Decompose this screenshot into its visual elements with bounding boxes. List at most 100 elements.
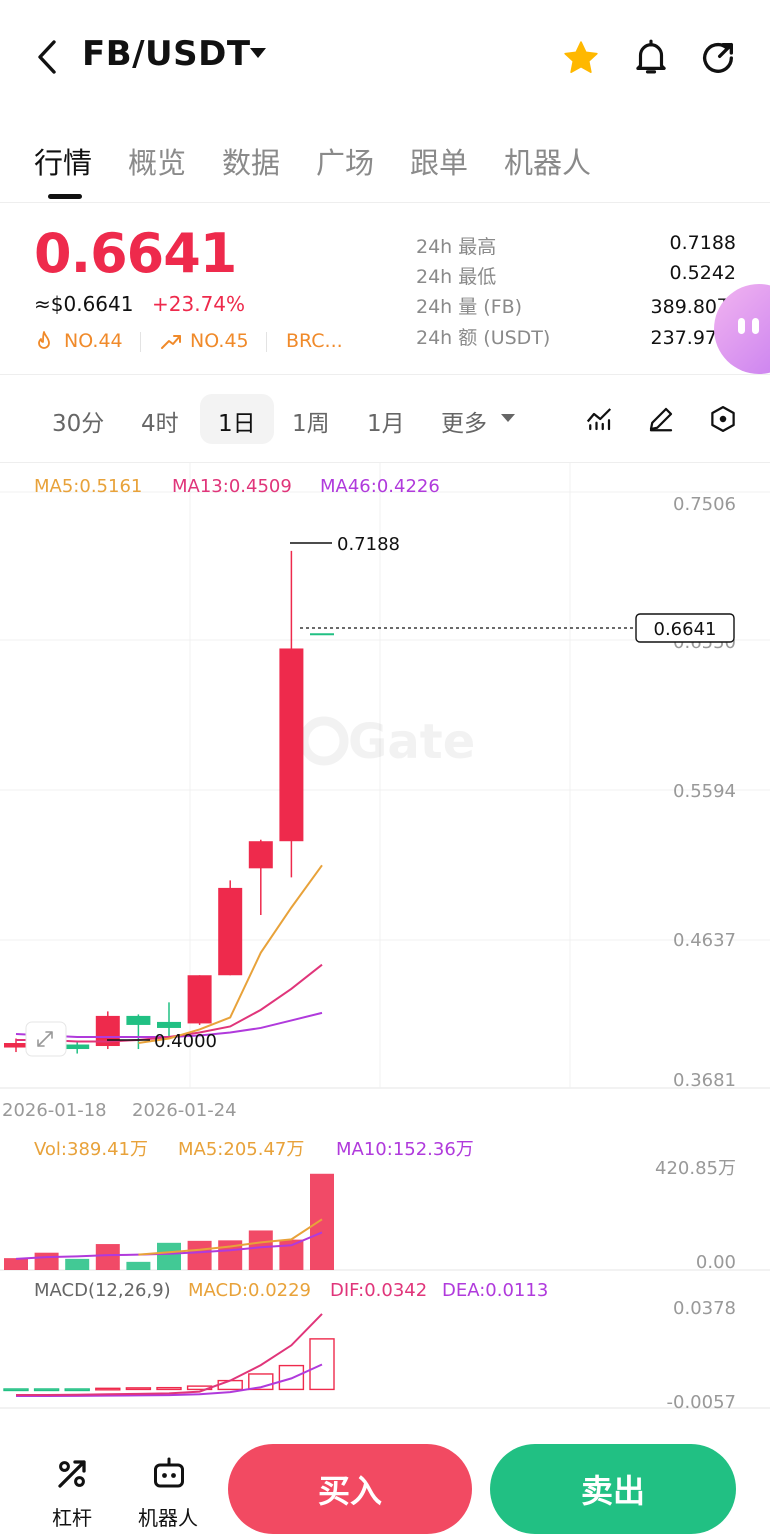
ma13-legend: MA13:0.4509 <box>172 476 292 497</box>
leverage-icon[interactable] <box>54 1456 90 1492</box>
interval-4h[interactable]: 4时 <box>141 411 179 437</box>
macd-title: MACD(12,26,9) <box>34 1280 171 1301</box>
star-favorite-icon[interactable] <box>560 38 602 78</box>
stat-high-label: 24h 最高 <box>416 236 497 258</box>
macd-value: MACD:0.0229 <box>188 1280 311 1301</box>
macd-bar <box>64 1388 90 1392</box>
rank-gainer[interactable]: NO.45 <box>190 330 249 352</box>
date-label: 2026-01-18 <box>2 1100 107 1121</box>
ma5-line <box>138 864 323 1044</box>
interval-1w[interactable]: 1周 <box>292 411 330 437</box>
svg-text:Gate: Gate <box>348 714 475 770</box>
low-marker: 0.4000 <box>107 1031 217 1052</box>
leverage-label[interactable]: 杠杆 <box>52 1506 92 1530</box>
rank-tag[interactable]: BRC... <box>286 330 343 352</box>
candle-body <box>187 975 212 1024</box>
volume-axis-label: 420.85万 <box>655 1158 736 1179</box>
tab-copy-trading[interactable]: 跟单 <box>410 146 469 180</box>
tab-data[interactable]: 数据 <box>222 146 281 180</box>
candle-body <box>4 1043 28 1048</box>
macd-bar <box>309 1338 335 1391</box>
bot-label[interactable]: 机器人 <box>138 1506 198 1530</box>
flame-icon <box>38 331 50 349</box>
dea-line <box>16 1363 323 1398</box>
macd-bar <box>3 1388 29 1392</box>
candlestick-chart[interactable]: Gate MA5:0.5161 MA13:0.4509 MA46:0.4226 … <box>0 463 770 1420</box>
tab-square[interactable]: 广场 <box>316 146 375 180</box>
price-axis-label: 0.7506 <box>673 494 736 515</box>
usd-price: ≈$0.6641 <box>34 292 134 316</box>
candle-body <box>310 633 334 636</box>
candle-body <box>218 887 243 976</box>
active-tab-indicator <box>48 194 82 199</box>
high-label: 0.7188 <box>337 534 400 555</box>
bubble-eye <box>752 318 759 334</box>
bell-icon[interactable] <box>630 36 672 78</box>
refresh-share-icon[interactable] <box>698 38 738 78</box>
tab-market[interactable]: 行情 <box>34 146 93 180</box>
macd-bars-group <box>3 1338 335 1392</box>
dif-line <box>16 1313 323 1396</box>
candle-body <box>157 1021 181 1028</box>
volume-axis-label: 0.00 <box>696 1252 736 1273</box>
dea-value: DEA:0.0113 <box>442 1280 548 1301</box>
volume-bars-group <box>4 1173 334 1270</box>
volume-bar <box>34 1252 59 1270</box>
volume-ma10-legend: MA10:152.36万 <box>336 1139 474 1160</box>
divider <box>0 462 770 463</box>
price-axis-label: 0.5594 <box>673 781 736 802</box>
volume-bar <box>4 1258 28 1270</box>
tab-bot[interactable]: 机器人 <box>504 146 592 180</box>
chevron-down-icon[interactable] <box>500 412 516 424</box>
indicator-icon[interactable] <box>584 404 614 434</box>
macd-lines-group <box>16 1313 323 1398</box>
sell-button[interactable]: 卖出 <box>490 1444 736 1534</box>
date-label: 2026-01-24 <box>132 1100 237 1121</box>
interval-selected-bg <box>200 394 274 444</box>
settings-hexagon-icon[interactable] <box>708 404 738 434</box>
last-price: 0.6641 <box>34 222 237 285</box>
macd-bar <box>278 1364 305 1391</box>
volume-bar <box>126 1261 151 1270</box>
robot-icon[interactable] <box>150 1456 188 1492</box>
pair-title[interactable]: FB/USDT <box>82 34 251 74</box>
volume-bar <box>157 1242 181 1270</box>
low-label: 0.4000 <box>154 1031 217 1052</box>
chevron-down-icon[interactable] <box>248 46 268 60</box>
macd-bar <box>125 1387 152 1391</box>
rank-hot[interactable]: NO.44 <box>64 330 123 352</box>
volume-ma-group <box>15 1218 323 1260</box>
tab-overview[interactable]: 概览 <box>128 146 187 180</box>
stat-high-value: 0.7188 <box>669 232 736 254</box>
stat-low-label: 24h 最低 <box>416 266 497 288</box>
dif-value: DIF:0.0342 <box>330 1280 427 1301</box>
interval-30m[interactable]: 30分 <box>52 411 105 437</box>
ma46-legend: MA46:0.4226 <box>320 476 440 497</box>
candle-body <box>248 841 273 869</box>
interval-1d[interactable]: 1日 <box>218 411 256 437</box>
ma-lines-group <box>15 864 323 1044</box>
stat-volume-value: 389.80万 <box>650 296 736 318</box>
macd-bar <box>217 1379 243 1391</box>
expand-chart-button[interactable] <box>25 1021 67 1057</box>
buy-button[interactable]: 买入 <box>228 1444 472 1534</box>
macd-axis-label: -0.0057 <box>667 1392 736 1413</box>
volume-bar <box>310 1173 334 1270</box>
pencil-draw-icon[interactable] <box>646 404 676 434</box>
macd-bar <box>33 1388 60 1392</box>
gate-watermark: Gate <box>299 714 475 770</box>
interval-1mo[interactable]: 1月 <box>367 411 405 437</box>
divider <box>0 202 770 203</box>
back-arrow-icon[interactable] <box>30 38 64 76</box>
stat-low-value: 0.5242 <box>669 262 736 284</box>
volume-legend: Vol:389.41万 <box>34 1139 148 1160</box>
stat-turnover-label: 24h 额 (USDT) <box>416 327 551 349</box>
divider <box>140 332 141 352</box>
volume-ma5-line <box>138 1218 323 1256</box>
current-price-tag[interactable] <box>635 613 735 643</box>
candle-body <box>126 1015 151 1025</box>
volume-ma5-legend: MA5:205.47万 <box>178 1139 304 1160</box>
interval-more[interactable]: 更多 <box>441 411 487 437</box>
divider <box>266 332 267 352</box>
bubble-eye <box>738 318 745 334</box>
